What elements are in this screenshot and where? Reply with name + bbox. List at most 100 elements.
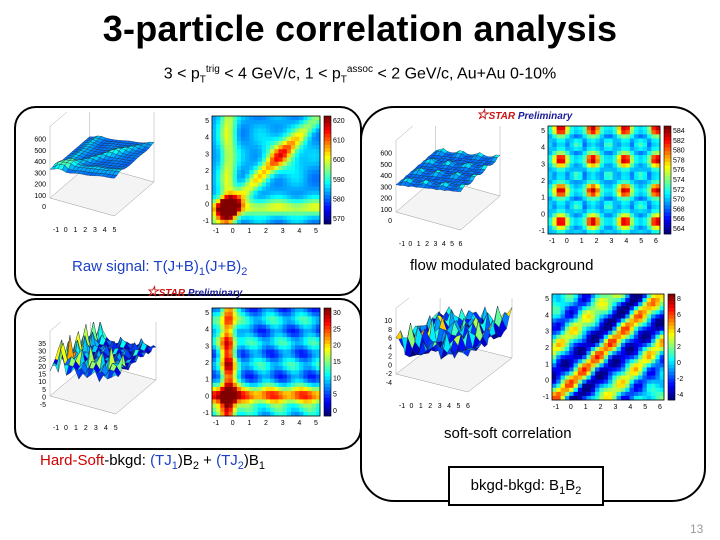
map-cell — [241, 161, 246, 167]
map-cell — [642, 391, 648, 397]
map-cell — [295, 362, 300, 367]
map-cell — [603, 338, 609, 344]
legend-cell — [668, 392, 675, 397]
map-cell — [270, 382, 275, 388]
legend-tick: 582 — [673, 138, 685, 145]
map-cell — [629, 347, 635, 352]
map-cell — [625, 159, 631, 164]
map-cell — [232, 366, 238, 371]
map-cell — [270, 308, 275, 313]
map-cell — [315, 157, 321, 162]
map-cell — [286, 170, 292, 175]
map-cell — [569, 338, 574, 344]
map-cell — [625, 359, 630, 364]
map-cell — [659, 310, 665, 315]
legend-cell — [668, 301, 675, 305]
map-cell — [253, 386, 258, 392]
map-cell — [282, 382, 288, 388]
map-cell — [253, 341, 258, 346]
map-cell — [620, 326, 626, 331]
map-cell — [564, 351, 570, 356]
map-cell — [299, 207, 304, 212]
legend-cell — [668, 385, 675, 390]
map-cell — [212, 411, 217, 417]
map-cell — [565, 126, 570, 131]
map-cell — [599, 387, 604, 393]
map-cell — [315, 170, 321, 175]
map-cell — [560, 318, 566, 323]
map-cell — [633, 342, 639, 348]
map-cell — [307, 324, 312, 330]
map-cell — [642, 314, 648, 319]
map-cell — [573, 306, 579, 311]
map-cell — [556, 302, 561, 307]
legend-cell — [668, 371, 675, 376]
map-cell — [295, 341, 300, 346]
map-cell — [212, 149, 217, 154]
map-cell — [569, 159, 575, 164]
map-cell — [608, 126, 613, 131]
map-cell — [216, 186, 221, 192]
z-tick: 400 — [380, 173, 392, 180]
map-cell — [569, 142, 575, 148]
map-cell — [212, 211, 217, 216]
map-cell — [586, 302, 592, 307]
map-cell — [224, 178, 229, 183]
legend-cell — [324, 347, 331, 352]
map-cell — [311, 312, 317, 317]
map-cell — [245, 145, 250, 150]
map-cell — [266, 332, 271, 338]
map-cell — [295, 386, 300, 392]
map-cell — [577, 375, 583, 380]
map-cell — [582, 375, 587, 380]
map-cell — [651, 298, 656, 303]
map-cell — [282, 170, 288, 175]
map-cell — [616, 302, 622, 307]
map-cell — [216, 341, 221, 346]
map-cell — [620, 391, 626, 397]
map-cell — [646, 310, 652, 315]
legend-cell — [324, 134, 331, 138]
map-cell — [274, 308, 279, 313]
map-cell — [577, 306, 583, 311]
map-cell — [586, 192, 592, 197]
map-cell — [245, 124, 250, 129]
map-cell — [236, 349, 242, 354]
map-cell — [655, 221, 661, 226]
map-cell — [564, 306, 570, 311]
map-cell — [315, 353, 321, 359]
map-cell — [270, 357, 275, 363]
map-cell — [612, 322, 617, 327]
legend-frame — [323, 307, 332, 417]
map-cell — [241, 316, 246, 321]
surface-x-tick: 2 — [428, 403, 432, 410]
legend-cell — [324, 351, 331, 356]
map-cell — [303, 211, 308, 216]
map-cell — [582, 371, 587, 376]
map-cell — [311, 186, 317, 192]
map-cell — [586, 383, 592, 389]
map-cell — [257, 132, 263, 138]
map-cell — [633, 310, 639, 315]
map-cell — [573, 204, 579, 210]
map-cell — [620, 367, 626, 372]
map-cell — [307, 194, 312, 200]
map-cell — [625, 163, 631, 168]
map-cell — [286, 324, 292, 330]
map-cell — [224, 345, 229, 350]
map-cell — [573, 326, 579, 331]
map-cell — [307, 132, 312, 138]
legend-cell — [324, 137, 331, 142]
map-cell — [220, 182, 225, 187]
map-cell — [556, 298, 561, 303]
map-cell — [612, 359, 617, 364]
map-cell — [646, 298, 652, 303]
map-cell — [599, 367, 604, 372]
map-cell — [560, 395, 566, 401]
map-cell — [603, 383, 609, 389]
map-cell — [629, 355, 635, 360]
map-cell — [590, 314, 596, 319]
map-cell — [290, 132, 296, 138]
map-cell — [573, 163, 579, 168]
map-cell — [245, 316, 250, 321]
